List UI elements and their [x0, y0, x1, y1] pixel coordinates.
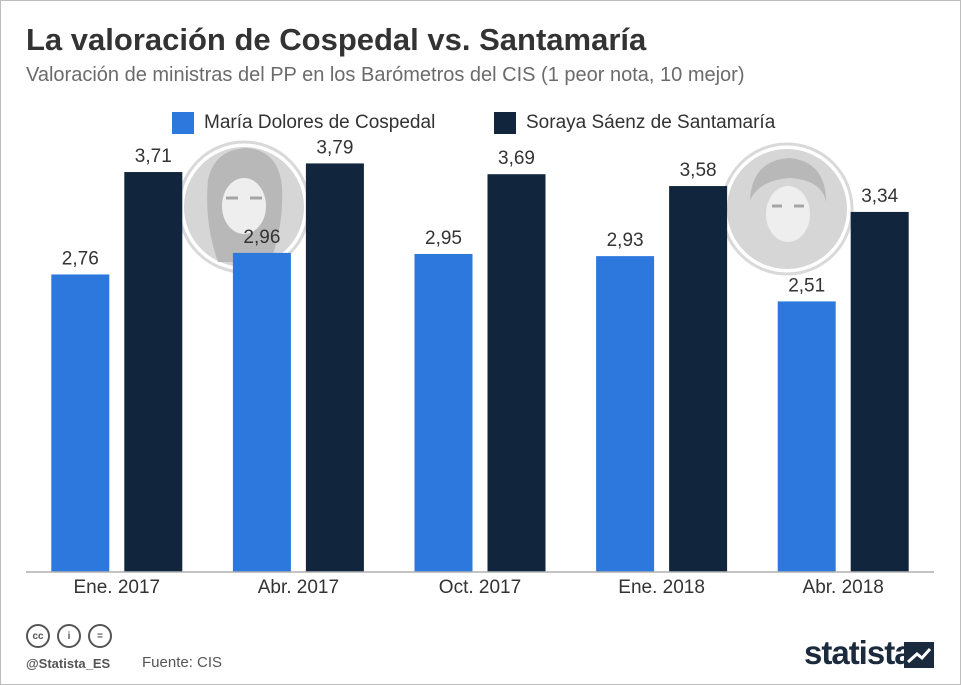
bar-santamaria-4: [850, 211, 909, 572]
bar-cospedal-0: [51, 274, 110, 572]
cc-icon: cc: [26, 624, 50, 648]
legend: María Dolores de Cospedal Soraya Sáenz d…: [0, 110, 961, 136]
x-tick-label-2: Oct. 2017: [439, 577, 521, 598]
statista-logo[interactable]: statista: [804, 634, 913, 671]
portrait-santamaria-icon: [720, 142, 854, 276]
bar-santamaria-3: [669, 186, 728, 572]
source-note: Fuente: CIS: [142, 654, 223, 671]
data-label-cospedal-2: 2,95: [425, 228, 462, 249]
data-label-cospedal-0: 2,76: [62, 248, 99, 269]
data-label-santamaria-4: 3,34: [861, 186, 898, 207]
statista-logo-icon: [904, 642, 934, 668]
equals-icon: =: [88, 624, 112, 648]
x-tick-label-0: Ene. 2017: [73, 577, 160, 598]
data-label-santamaria-3: 3,58: [680, 160, 717, 181]
data-label-cospedal-3: 2,93: [607, 230, 644, 251]
portrait-cospedal-icon: [177, 140, 311, 274]
bar-cospedal-1: [232, 252, 291, 572]
legend-swatch-santamaria: [494, 112, 516, 134]
data-label-santamaria-0: 3,71: [135, 146, 172, 167]
chart-title: La valoración de Cospedal vs. Santamaría: [26, 22, 647, 57]
x-tick-label-4: Abr. 2018: [803, 577, 884, 598]
data-label-santamaria-2: 3,69: [498, 148, 535, 169]
data-label-santamaria-1: 3,79: [316, 137, 353, 158]
data-label-cospedal-4: 2,51: [788, 275, 825, 296]
attribution-icon: i: [57, 624, 81, 648]
license-icons: cc i =: [26, 624, 112, 648]
bar-cospedal-2: [414, 253, 473, 572]
chart-subtitle: Valoración de ministras del PP en los Ba…: [26, 64, 745, 86]
legend-swatch-cospedal: [172, 112, 194, 134]
bar-cospedal-3: [596, 256, 655, 572]
legend-label-santamaria: Soraya Sáenz de Santamaría: [526, 112, 776, 133]
legend-item-cospedal: María Dolores de Cospedal: [172, 110, 435, 136]
twitter-handle[interactable]: @Statista_ES: [26, 656, 111, 671]
data-label-cospedal-1: 2,96: [243, 227, 280, 248]
bar-santamaria-2: [487, 174, 546, 572]
x-tick-label-1: Abr. 2017: [258, 577, 339, 598]
bar-santamaria-1: [305, 163, 364, 573]
bar-cospedal-4: [777, 301, 836, 572]
bar-santamaria-0: [124, 172, 183, 573]
legend-label-cospedal: María Dolores de Cospedal: [204, 112, 436, 133]
x-tick-label-3: Ene. 2018: [618, 577, 705, 598]
legend-item-santamaria: Soraya Sáenz de Santamaría: [494, 110, 775, 136]
